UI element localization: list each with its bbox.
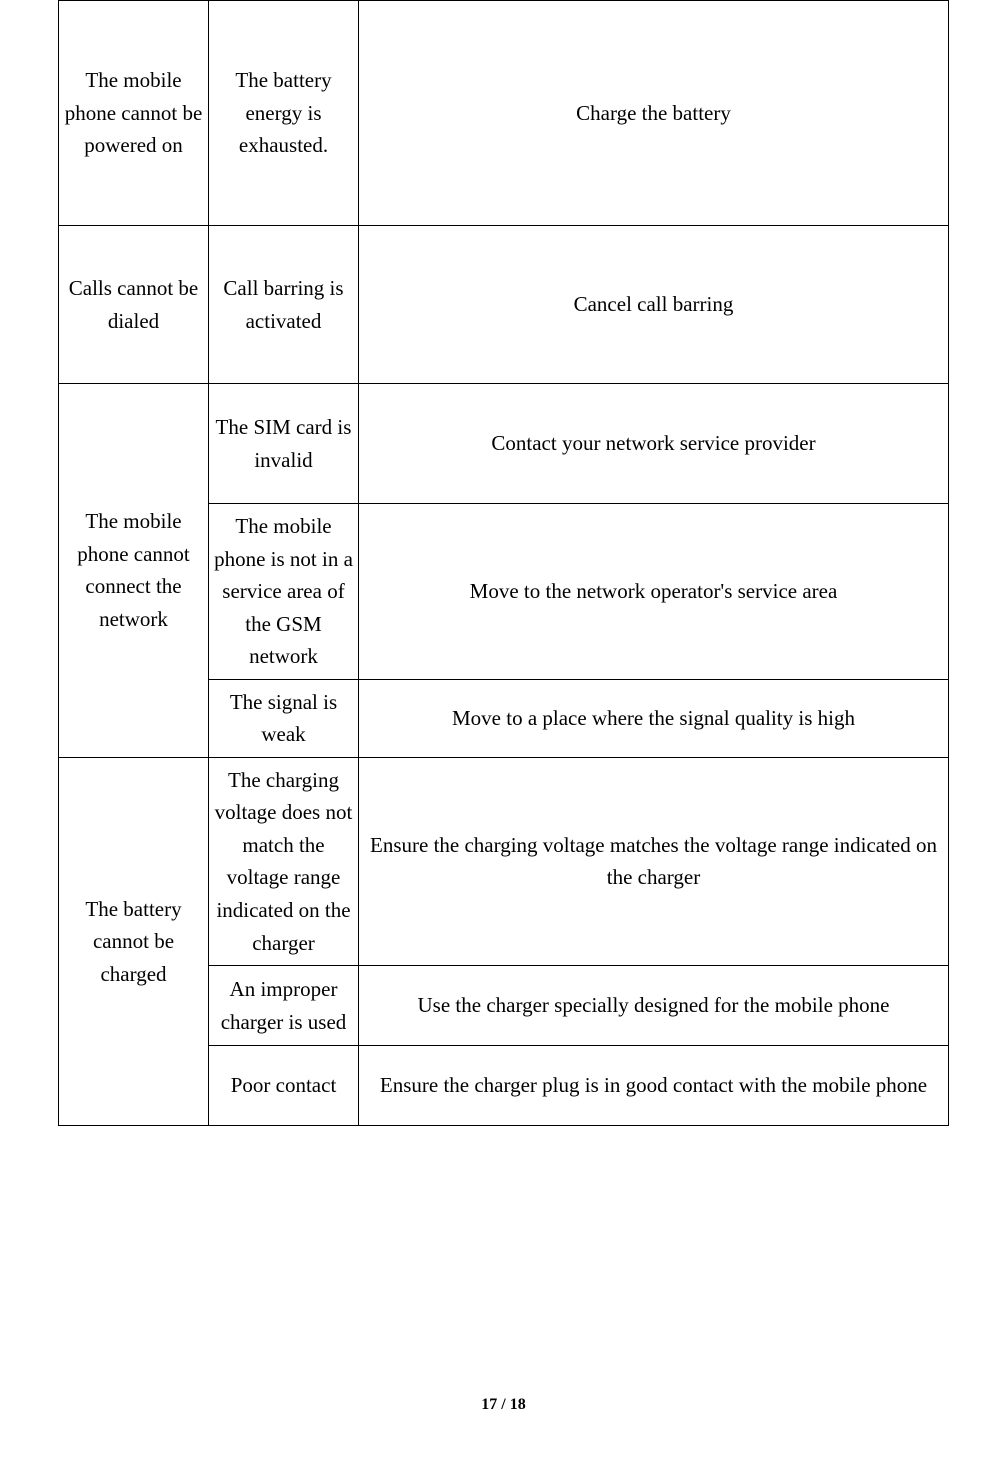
problem-cell: The mobile phone cannot connect the netw… <box>59 384 209 758</box>
problem-cell: The battery cannot be charged <box>59 757 209 1125</box>
table-row: The battery cannot be charged The chargi… <box>59 757 949 965</box>
solution-cell: Move to the network operator's service a… <box>359 504 949 680</box>
table-row: Calls cannot be dialed Call barring is a… <box>59 226 949 384</box>
solution-cell: Charge the battery <box>359 1 949 226</box>
solution-cell: Cancel call barring <box>359 226 949 384</box>
solution-cell: Use the charger specially designed for t… <box>359 966 949 1046</box>
cause-cell: Call barring is activated <box>209 226 359 384</box>
page-container: The mobile phone cannot be powered on Th… <box>0 0 1007 1414</box>
solution-cell: Ensure the charging voltage matches the … <box>359 757 949 965</box>
solution-cell: Move to a place where the signal quality… <box>359 679 949 757</box>
troubleshooting-table: The mobile phone cannot be powered on Th… <box>58 0 949 1126</box>
problem-cell: Calls cannot be dialed <box>59 226 209 384</box>
total-pages: 18 <box>510 1396 526 1413</box>
cause-cell: The signal is weak <box>209 679 359 757</box>
cause-cell: The SIM card is invalid <box>209 384 359 504</box>
page-footer: 17 / 18 <box>8 1396 999 1414</box>
cause-cell: The mobile phone is not in a service are… <box>209 504 359 680</box>
table-row: The mobile phone cannot be powered on Th… <box>59 1 949 226</box>
cause-cell: Poor contact <box>209 1046 359 1126</box>
current-page-number: 17 <box>481 1396 497 1413</box>
page-separator: / <box>497 1396 509 1413</box>
problem-cell: The mobile phone cannot be powered on <box>59 1 209 226</box>
solution-cell: Contact your network service provider <box>359 384 949 504</box>
table-row: The mobile phone cannot connect the netw… <box>59 384 949 504</box>
cause-cell: An improper charger is used <box>209 966 359 1046</box>
cause-cell: The charging voltage does not match the … <box>209 757 359 965</box>
cause-cell: The battery energy is exhausted. <box>209 1 359 226</box>
solution-cell: Ensure the charger plug is in good conta… <box>359 1046 949 1126</box>
